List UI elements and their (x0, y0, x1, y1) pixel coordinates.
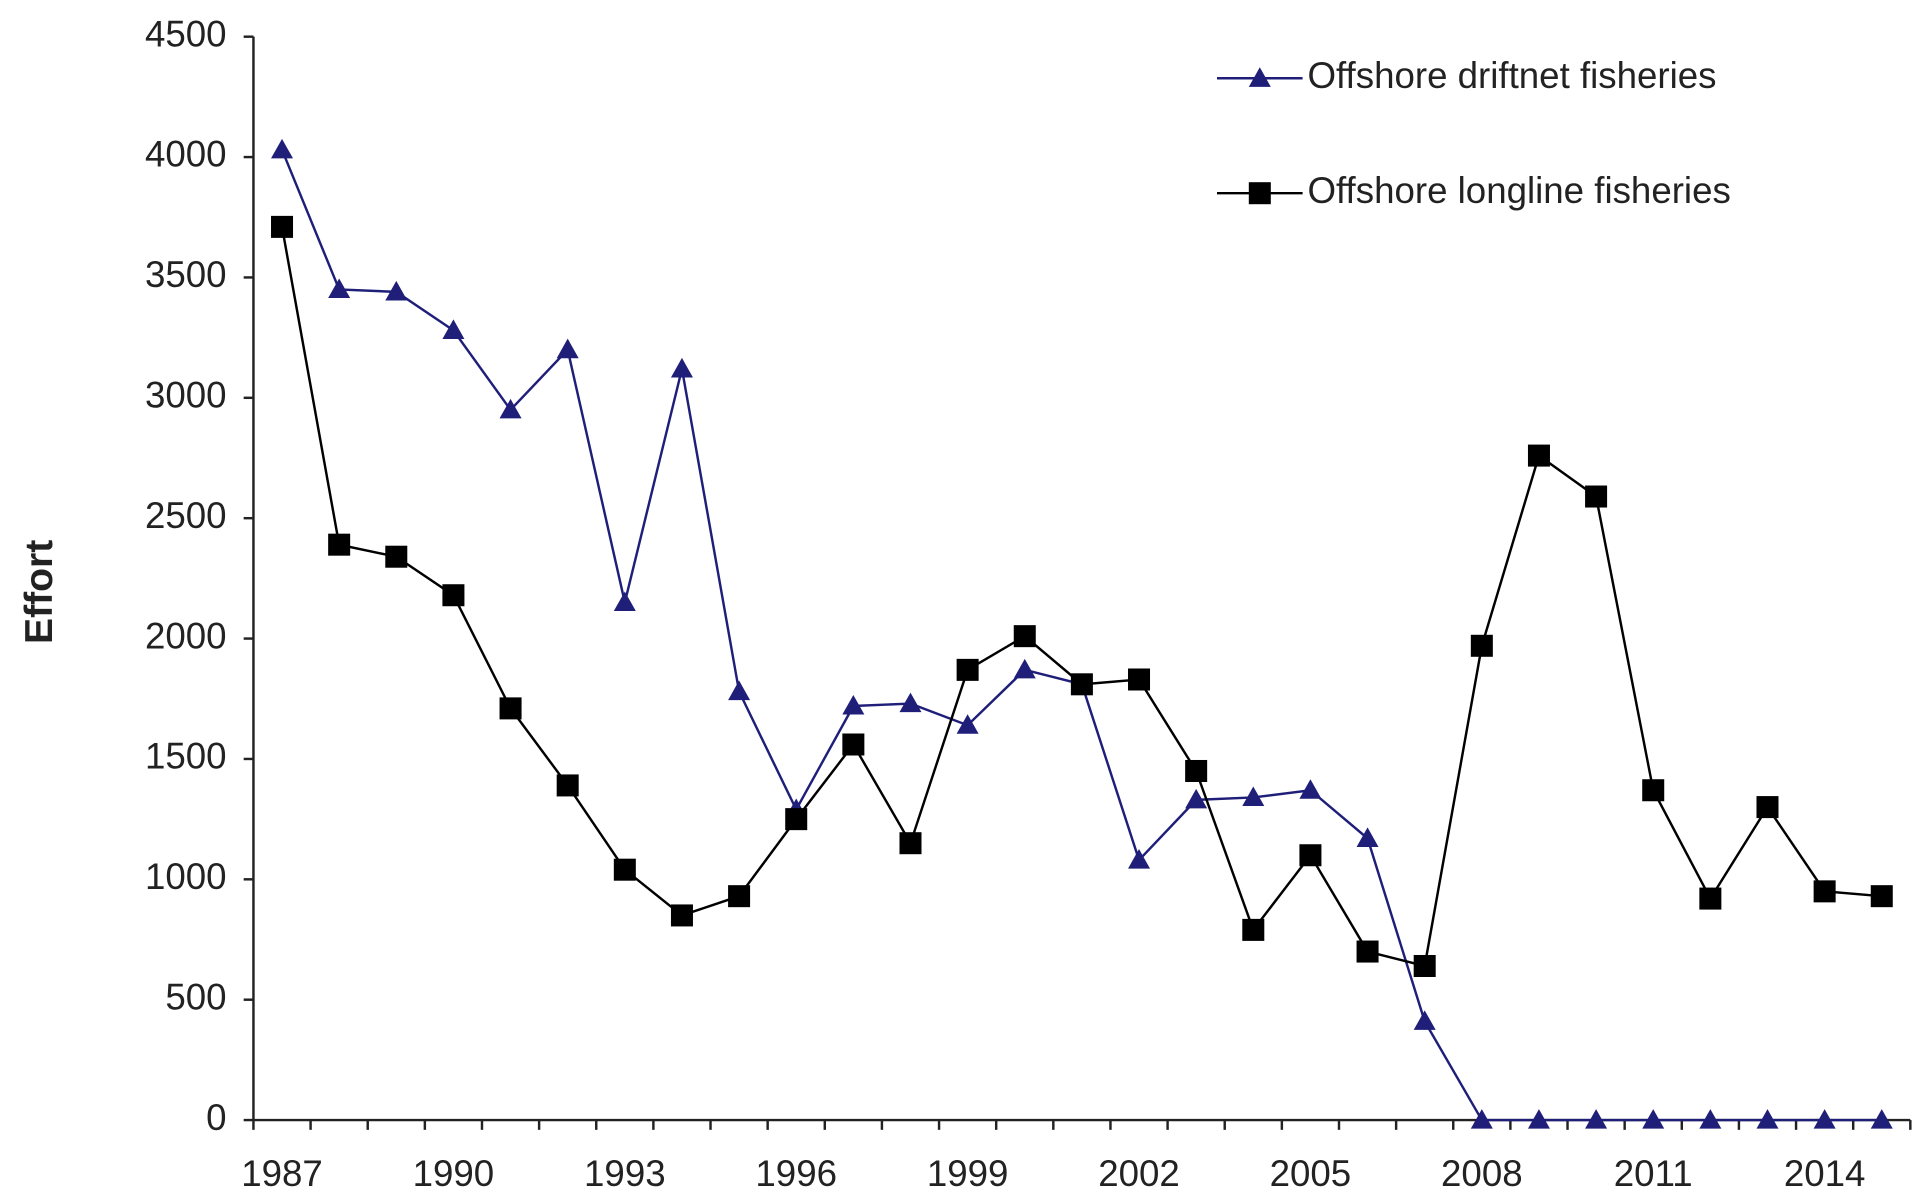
marker (670, 904, 693, 927)
marker (1248, 182, 1271, 205)
marker (385, 280, 408, 301)
marker (1013, 658, 1036, 679)
marker (1070, 673, 1093, 696)
marker (328, 533, 351, 556)
marker (728, 680, 751, 701)
x-tick-label: 1993 (584, 1153, 666, 1194)
marker (842, 694, 865, 715)
marker (956, 714, 979, 734)
marker (1813, 880, 1836, 903)
y-tick-label: 4000 (145, 134, 227, 175)
marker (1870, 885, 1893, 908)
x-tick-label: 1999 (927, 1153, 1009, 1194)
marker (1013, 625, 1036, 648)
marker (1699, 887, 1722, 910)
marker (271, 215, 294, 238)
marker (1813, 1109, 1836, 1129)
marker (613, 858, 636, 881)
series-line (280, 149, 1882, 1122)
y-tick-label: 0 (206, 1097, 226, 1138)
marker (1699, 1109, 1722, 1129)
marker (499, 398, 522, 419)
marker (1242, 918, 1265, 941)
marker (1585, 1109, 1608, 1129)
marker (1248, 67, 1271, 87)
marker (1756, 796, 1779, 819)
marker (1185, 788, 1208, 809)
marker (271, 138, 294, 159)
marker (1642, 1109, 1665, 1129)
y-tick-label: 3000 (145, 375, 227, 416)
marker (1527, 444, 1550, 467)
marker (1242, 786, 1265, 807)
marker (956, 658, 979, 681)
y-tick-label: 3500 (145, 254, 227, 295)
legend-label: Offshore longline fisheries (1307, 170, 1730, 211)
marker (728, 885, 751, 908)
marker (899, 832, 922, 855)
x-tick-label: 2005 (1270, 1153, 1352, 1194)
marker (1185, 759, 1208, 782)
y-tick-label: 500 (165, 976, 226, 1017)
marker (556, 774, 579, 797)
marker (442, 584, 465, 607)
x-tick-label: 2002 (1098, 1153, 1180, 1194)
legend-label: Offshore driftnet fisheries (1307, 55, 1716, 96)
marker (499, 697, 522, 720)
marker (1870, 1109, 1893, 1129)
x-tick-label: 1987 (241, 1153, 323, 1194)
marker (899, 692, 922, 713)
marker (1413, 954, 1436, 977)
y-tick-label: 1500 (145, 736, 227, 777)
x-tick-label: 2011 (1614, 1153, 1693, 1194)
marker (1356, 940, 1379, 963)
marker (1356, 827, 1379, 847)
x-tick-label: 2014 (1784, 1153, 1866, 1194)
marker (442, 319, 465, 339)
y-tick-label: 2000 (145, 615, 227, 656)
y-tick-label: 1000 (145, 856, 227, 897)
series-line (280, 226, 1882, 968)
marker (1128, 668, 1151, 691)
marker (1470, 634, 1493, 657)
legend-item: Offshore longline fisheries (1217, 170, 1731, 211)
marker (1128, 849, 1151, 869)
marker (1470, 1109, 1493, 1129)
marker (1527, 1109, 1550, 1129)
marker (785, 808, 808, 831)
marker (328, 278, 351, 299)
marker (670, 357, 693, 378)
y-axis-label: Effort (18, 540, 61, 644)
marker (1413, 1010, 1436, 1030)
legend-item: Offshore driftnet fisheries (1217, 55, 1717, 96)
marker (1756, 1109, 1779, 1129)
x-tick-label: 1996 (755, 1153, 837, 1194)
marker (1585, 485, 1608, 508)
y-tick-label: 2500 (145, 495, 227, 536)
marker (385, 545, 408, 568)
marker (1299, 844, 1322, 867)
marker (556, 338, 579, 359)
marker (842, 733, 865, 756)
x-tick-label: 1990 (413, 1153, 495, 1194)
marker (613, 591, 636, 612)
y-tick-label: 4500 (145, 13, 227, 54)
x-tick-label: 2008 (1441, 1153, 1523, 1194)
marker (1299, 779, 1322, 799)
marker (1642, 779, 1665, 802)
legend: Offshore driftnet fisheries Offshore long… (1217, 55, 1731, 211)
